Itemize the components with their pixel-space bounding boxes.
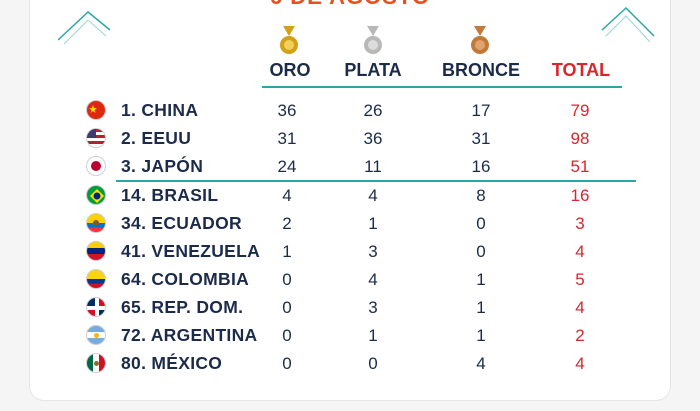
bronze-count: 16	[471, 157, 491, 176]
total-count: 4	[575, 242, 585, 261]
bronze-count: 1	[476, 326, 486, 345]
table-row: 14. BRASIL 4 4 8 16	[0, 182, 700, 210]
bronze-medal-icon	[471, 26, 489, 54]
bronze-count: 8	[476, 186, 486, 205]
country-name: 72. ARGENTINA	[121, 325, 258, 345]
colombia-flag-icon	[86, 269, 106, 289]
country-name: 3. JAPÓN	[121, 156, 204, 176]
bronze-count: 31	[471, 129, 491, 148]
total-count: 4	[575, 298, 585, 317]
gold-count: 31	[277, 129, 297, 148]
total-count: 4	[575, 354, 585, 373]
country-name: 34. ECUADOR	[121, 213, 242, 233]
japan-flag-icon	[86, 156, 106, 176]
silver-count: 4	[368, 270, 378, 289]
table-row: 41. VENEZUELA 1 3 0 4	[0, 238, 700, 266]
country-name: 80. MÉXICO	[121, 353, 223, 373]
argentina-flag-icon	[86, 325, 106, 345]
country-name: 14. BRASIL	[121, 185, 219, 205]
table-row: 65. REP. DOM. 0 3 1 4	[0, 294, 700, 322]
decorative-corner-left	[58, 11, 111, 45]
gold-count: 0	[282, 354, 292, 373]
silver-count: 3	[368, 298, 378, 317]
silver-count: 4	[368, 186, 378, 205]
usa-flag-icon	[86, 128, 106, 148]
table-row: 1. CHINA 36 26 17 79	[0, 97, 700, 125]
country-name: 64. COLOMBIA	[121, 269, 250, 289]
medal-table-card	[30, 0, 670, 400]
ecuador-flag-icon	[86, 213, 106, 233]
table-row: 72. ARGENTINA 0 1 1 2	[0, 322, 700, 350]
bronze-count: 4	[476, 354, 486, 373]
total-count: 3	[575, 214, 585, 233]
page-title: 6 DE AGOSTO	[0, 0, 700, 10]
bronze-count: 1	[476, 270, 486, 289]
total-count: 79	[570, 101, 590, 120]
table-row: 3. JAPÓN 24 11 16 51	[0, 153, 700, 181]
country-name: 65. REP. DOM.	[121, 297, 244, 317]
column-header-total: TOTAL	[551, 60, 611, 80]
country-name: 41. VENEZUELA	[121, 241, 261, 261]
gold-medal-icon	[280, 26, 298, 54]
silver-count: 1	[368, 214, 378, 233]
bronze-count: 0	[476, 242, 486, 261]
bronze-count: 17	[471, 101, 491, 120]
silver-medal-icon	[364, 26, 382, 54]
mexico-flag-icon	[86, 353, 106, 373]
gold-count: 0	[282, 270, 292, 289]
silver-count: 36	[363, 129, 383, 148]
table-row: 80. MÉXICO 0 0 4 4	[0, 350, 700, 378]
gold-count: 2	[282, 214, 292, 233]
country-name: 2. EEUU	[121, 128, 192, 148]
total-count: 2	[575, 326, 585, 345]
brazil-flag-icon	[86, 185, 106, 205]
total-count: 16	[570, 186, 590, 205]
silver-count: 11	[364, 157, 382, 176]
table-row: 64. COLOMBIA 0 4 1 5	[0, 266, 700, 294]
gold-count: 4	[282, 186, 292, 205]
column-header-oro: ORO	[269, 60, 311, 80]
china-flag-icon	[86, 100, 106, 120]
venezuela-flag-icon	[86, 241, 106, 261]
column-header-bronce: BRONCE	[441, 60, 520, 80]
gold-count: 24	[277, 157, 297, 176]
column-header-plata: PLATA	[344, 60, 402, 80]
bronze-count: 1	[476, 298, 486, 317]
table-row: 2. EEUU 31 36 31 98	[0, 125, 700, 153]
country-name: 1. CHINA	[121, 100, 199, 120]
decorative-corner-right	[601, 6, 655, 43]
dominican-republic-flag-icon	[86, 297, 106, 317]
header-divider	[262, 86, 622, 88]
total-count: 5	[575, 270, 585, 289]
silver-count: 1	[368, 326, 378, 345]
gold-count: 0	[282, 326, 292, 345]
gold-count: 0	[282, 298, 292, 317]
gold-count: 1	[282, 242, 292, 261]
total-count: 98	[570, 129, 590, 148]
total-count: 51	[570, 157, 590, 176]
table-row: 34. ECUADOR 2 1 0 3	[0, 210, 700, 238]
silver-count: 0	[368, 354, 378, 373]
bronze-count: 0	[476, 214, 486, 233]
silver-count: 26	[363, 101, 383, 120]
silver-count: 3	[368, 242, 378, 261]
gold-count: 36	[277, 101, 297, 120]
top-three-divider	[116, 180, 636, 182]
